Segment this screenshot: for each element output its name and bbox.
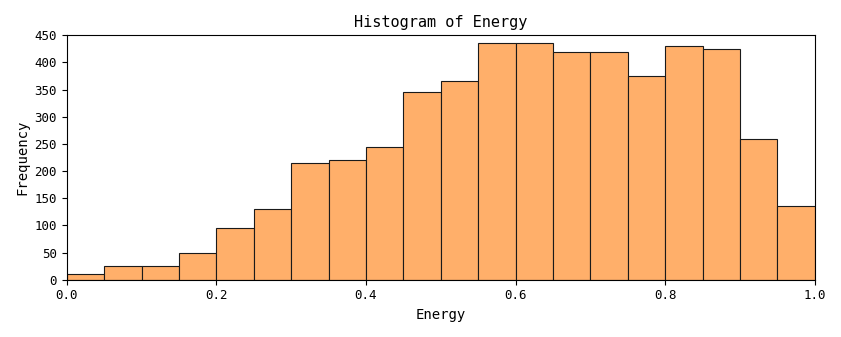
Bar (590, 52, 627, 280)
Bar (179, 252, 216, 280)
Bar (141, 266, 179, 280)
Bar (777, 206, 815, 280)
X-axis label: Energy: Energy (415, 308, 466, 322)
Bar (553, 52, 590, 280)
Bar (104, 266, 141, 280)
Bar (366, 147, 404, 280)
Y-axis label: Frequency: Frequency (15, 120, 29, 195)
Bar (329, 160, 366, 280)
Bar (66, 274, 104, 280)
Bar (740, 139, 777, 280)
Bar (665, 46, 702, 280)
Bar (441, 82, 479, 280)
Bar (254, 209, 291, 280)
Bar (702, 49, 740, 280)
Bar (216, 228, 254, 280)
Bar (516, 43, 553, 280)
Title: Histogram of Energy: Histogram of Energy (354, 15, 527, 30)
Bar (627, 76, 665, 280)
Bar (291, 163, 329, 280)
Bar (404, 92, 441, 280)
Bar (479, 43, 516, 280)
